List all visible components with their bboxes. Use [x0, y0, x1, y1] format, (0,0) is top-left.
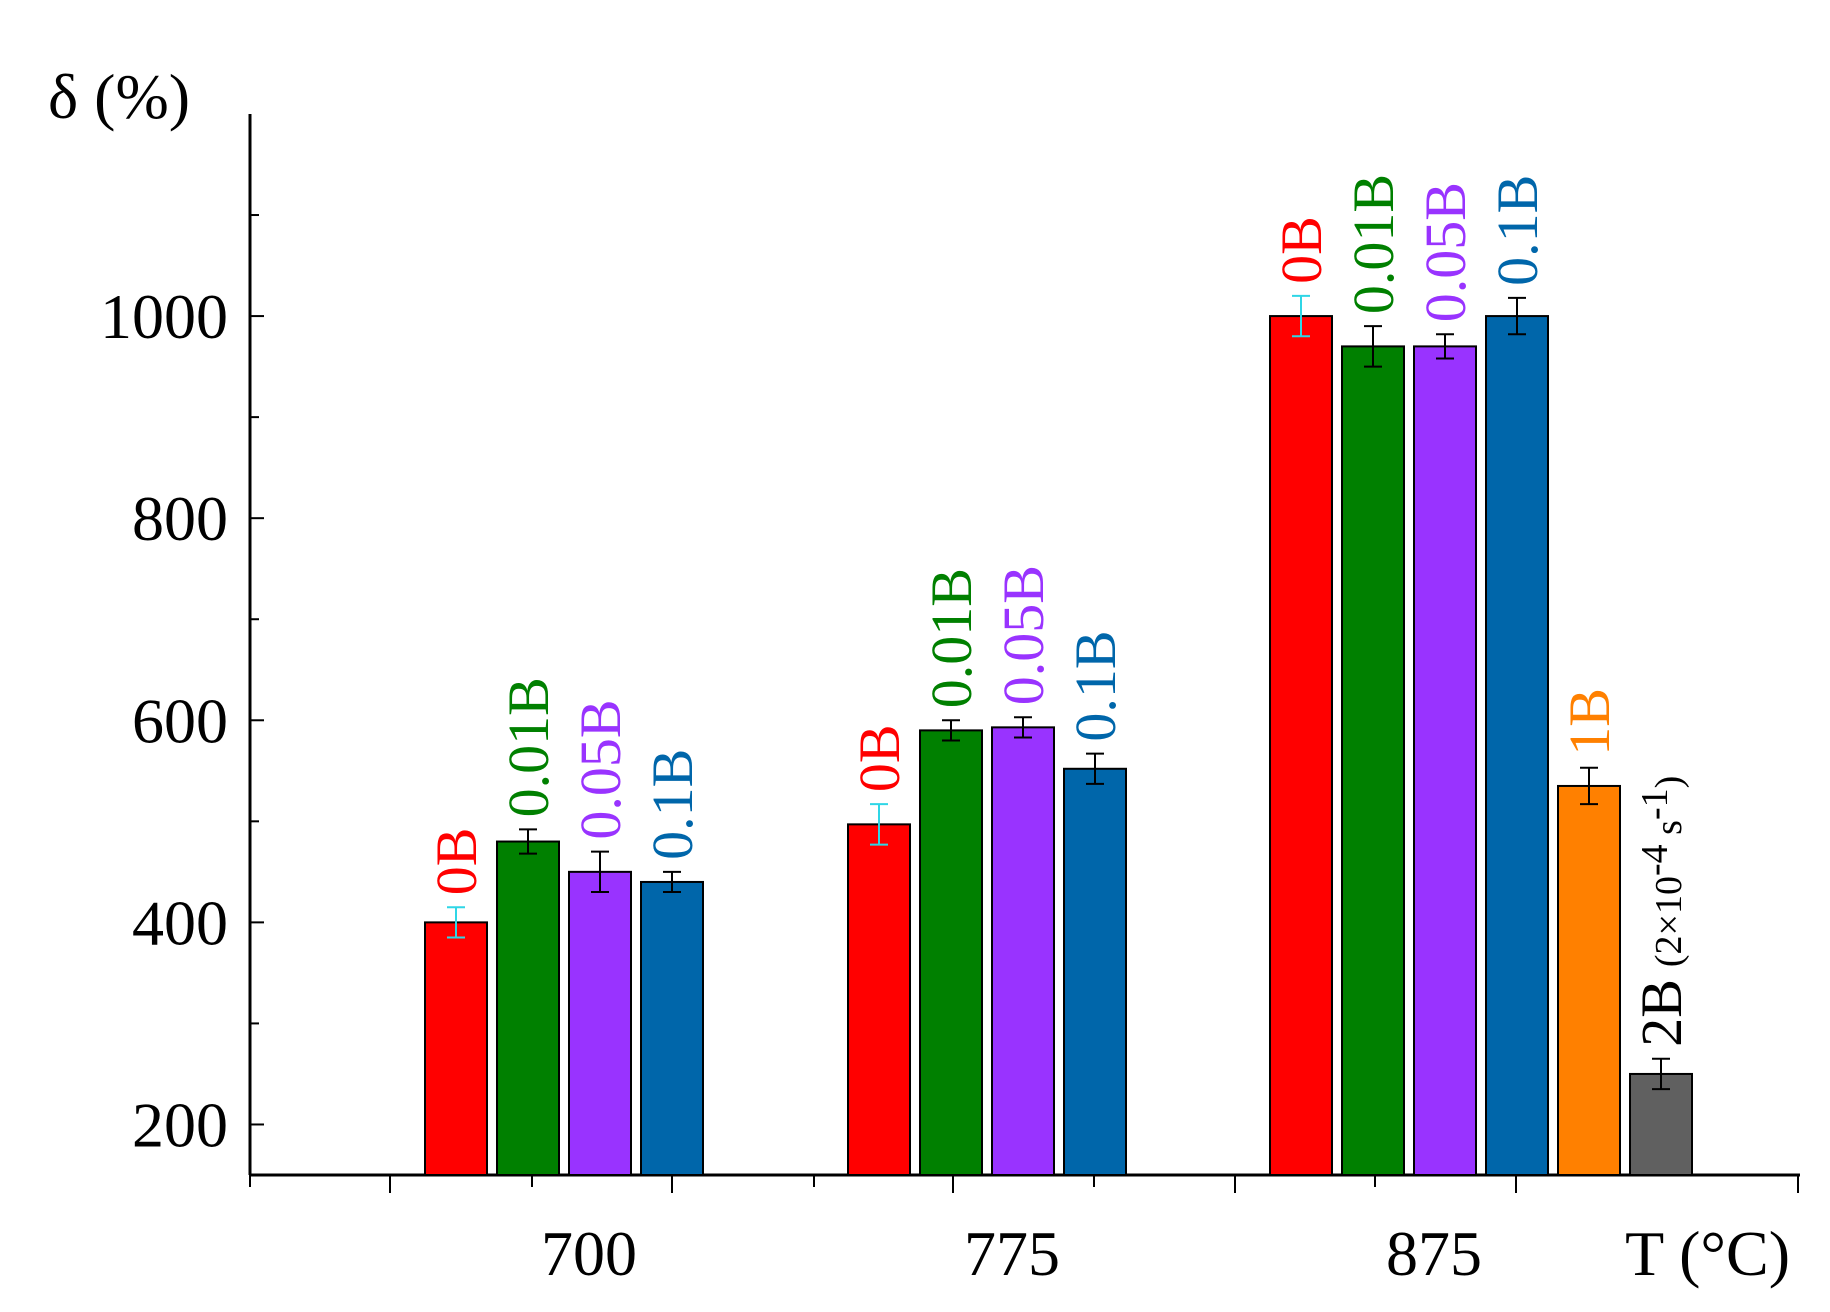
bar-label: 0.01B — [919, 568, 984, 708]
y-tick-label: 200 — [132, 1089, 228, 1160]
y-axis-title: δ (%) — [48, 61, 190, 132]
x-tick-label: 875 — [1386, 1218, 1482, 1289]
bar — [496, 840, 560, 1176]
bar — [424, 921, 488, 1176]
bar — [568, 870, 632, 1176]
bar-label: 0B — [847, 724, 912, 792]
x-tick-label: 775 — [964, 1218, 1060, 1289]
bar — [1063, 767, 1127, 1176]
bar — [1485, 315, 1549, 1176]
bar-label: 1B — [1557, 688, 1622, 756]
x-tick-label: 700 — [541, 1218, 637, 1289]
bar-label: 0.05B — [568, 699, 633, 839]
bars — [424, 294, 1693, 1177]
bar-label: 0.05B — [1413, 182, 1478, 322]
bar-label: 2B(2×10-4 s-1) — [1629, 776, 1694, 1047]
bar — [1413, 345, 1477, 1176]
bar — [991, 726, 1055, 1176]
bar-label: 0.1B — [1063, 630, 1128, 741]
bar — [919, 729, 983, 1176]
x-axis-title: T (°C) — [1625, 1218, 1790, 1289]
bar — [1341, 345, 1405, 1176]
bar-label: 0.05B — [991, 565, 1056, 705]
bar — [1629, 1072, 1693, 1176]
bar — [1557, 784, 1621, 1177]
bar-label: 0.1B — [640, 749, 705, 860]
bar-label: 0B — [424, 828, 489, 896]
y-tick-label: 400 — [132, 887, 228, 958]
bar — [640, 880, 704, 1177]
y-tick-label: 1000 — [100, 281, 228, 352]
bar-label: 0.01B — [496, 677, 561, 817]
bar-label: 0.1B — [1485, 175, 1550, 286]
bar — [1269, 315, 1333, 1176]
y-tick-label: 600 — [132, 685, 228, 756]
bar-label: 0B — [1269, 216, 1334, 284]
axes: 200 400 600 800 1000 δ (%) 700 775 875 T (°C) — [48, 61, 1800, 1289]
bar-label: 0.01B — [1341, 174, 1406, 314]
y-tick-label: 800 — [132, 483, 228, 554]
bar — [847, 823, 911, 1176]
